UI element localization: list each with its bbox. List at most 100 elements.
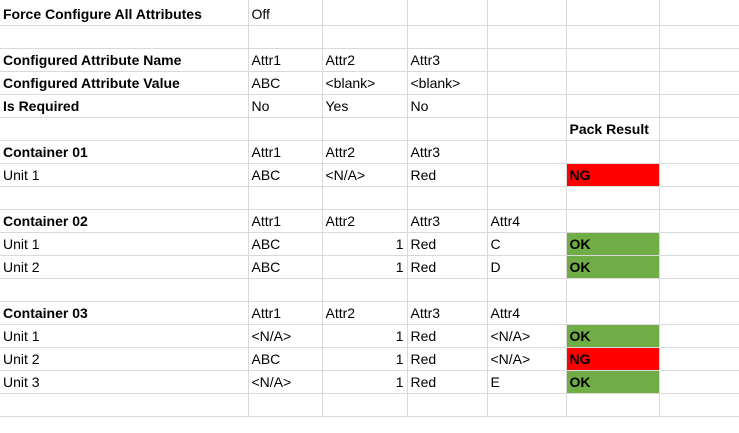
cell-empty[interactable]: [407, 117, 488, 141]
cell-unit-attr2[interactable]: 1: [322, 232, 408, 256]
cell-container-attr-header[interactable]: Attr1: [248, 209, 323, 233]
cell-unit-attr4[interactable]: E: [487, 370, 567, 394]
cell-empty[interactable]: [566, 301, 660, 325]
cell-unit-attr1[interactable]: <N/A>: [248, 370, 323, 394]
cell-empty[interactable]: [248, 393, 323, 417]
cell-configured-value-1[interactable]: ABC: [248, 71, 323, 95]
cell-empty[interactable]: [322, 393, 408, 417]
cell-unit-attr2[interactable]: 1: [322, 324, 408, 348]
cell-pack-result-ok[interactable]: OK: [566, 255, 660, 279]
cell-unit-attr2[interactable]: 1: [322, 370, 408, 394]
cell-force-configure-label[interactable]: Force Configure All Attributes: [0, 0, 249, 26]
cell-unit-attr1[interactable]: ABC: [248, 163, 323, 187]
cell-container-attr-header[interactable]: Attr1: [248, 140, 323, 164]
cell-unit-attr4[interactable]: [487, 163, 567, 187]
cell-configured-name-label[interactable]: Configured Attribute Name: [0, 48, 249, 72]
cell-pack-result-ok[interactable]: OK: [566, 324, 660, 348]
cell-empty[interactable]: [248, 117, 323, 141]
cell-empty[interactable]: [659, 140, 739, 164]
cell-container-attr-header[interactable]: Attr2: [322, 140, 408, 164]
cell-container-attr-header[interactable]: Attr3: [407, 301, 488, 325]
cell-empty[interactable]: [322, 278, 408, 302]
cell-empty[interactable]: [659, 209, 739, 233]
cell-unit-name[interactable]: Unit 3: [0, 370, 249, 394]
cell-unit-attr4[interactable]: <N/A>: [487, 324, 567, 348]
cell-empty[interactable]: [659, 48, 739, 72]
cell-container-attr-header[interactable]: Attr3: [407, 140, 488, 164]
cell-empty[interactable]: [659, 301, 739, 325]
cell-empty[interactable]: [659, 324, 739, 348]
cell-pack-result-ng[interactable]: NG: [566, 163, 660, 187]
cell-empty[interactable]: [487, 25, 567, 49]
cell-empty[interactable]: [659, 25, 739, 49]
cell-unit-name[interactable]: Unit 2: [0, 347, 249, 371]
cell-empty[interactable]: [322, 117, 408, 141]
cell-unit-name[interactable]: Unit 1: [0, 232, 249, 256]
cell-empty[interactable]: [407, 278, 488, 302]
cell-unit-attr3[interactable]: Red: [407, 255, 488, 279]
cell-configured-value-2[interactable]: <blank>: [322, 71, 408, 95]
cell-configured-name-2[interactable]: Attr2: [322, 48, 408, 72]
cell-unit-attr2[interactable]: 1: [322, 347, 408, 371]
cell-container-attr-header[interactable]: Attr2: [322, 301, 408, 325]
cell-empty[interactable]: [0, 25, 249, 49]
cell-empty[interactable]: [487, 278, 567, 302]
cell-container-attr-header[interactable]: Attr2: [322, 209, 408, 233]
cell-empty[interactable]: [407, 393, 488, 417]
cell-empty[interactable]: [566, 186, 660, 210]
cell-empty[interactable]: [322, 186, 408, 210]
cell-container-name[interactable]: Container 02: [0, 209, 249, 233]
cell-empty[interactable]: [407, 0, 488, 26]
cell-empty[interactable]: [487, 71, 567, 95]
cell-empty[interactable]: [322, 25, 408, 49]
cell-container-attr-header[interactable]: Attr4: [487, 209, 567, 233]
cell-unit-attr4[interactable]: <N/A>: [487, 347, 567, 371]
cell-empty[interactable]: [659, 370, 739, 394]
cell-empty[interactable]: [487, 117, 567, 141]
cell-empty[interactable]: [407, 186, 488, 210]
cell-is-required-3[interactable]: No: [407, 94, 488, 118]
cell-unit-attr3[interactable]: Red: [407, 232, 488, 256]
cell-empty[interactable]: [659, 117, 739, 141]
cell-empty[interactable]: [407, 25, 488, 49]
cell-empty[interactable]: [0, 186, 249, 210]
cell-empty[interactable]: [487, 393, 567, 417]
cell-unit-attr1[interactable]: ABC: [248, 347, 323, 371]
cell-configured-value-3[interactable]: <blank>: [407, 71, 488, 95]
cell-unit-attr1[interactable]: <N/A>: [248, 324, 323, 348]
cell-pack-result-header[interactable]: Pack Result: [566, 117, 660, 141]
cell-is-required-2[interactable]: Yes: [322, 94, 408, 118]
cell-empty[interactable]: [0, 278, 249, 302]
cell-unit-name[interactable]: Unit 1: [0, 163, 249, 187]
cell-unit-attr3[interactable]: Red: [407, 163, 488, 187]
cell-unit-attr2[interactable]: <N/A>: [322, 163, 408, 187]
cell-container-name[interactable]: Container 01: [0, 140, 249, 164]
cell-empty[interactable]: [659, 0, 739, 26]
cell-empty[interactable]: [659, 94, 739, 118]
cell-empty[interactable]: [0, 117, 249, 141]
cell-empty[interactable]: [487, 186, 567, 210]
cell-unit-attr2[interactable]: 1: [322, 255, 408, 279]
cell-container-attr-header[interactable]: Attr1: [248, 301, 323, 325]
cell-empty[interactable]: [248, 186, 323, 210]
cell-empty[interactable]: [566, 71, 660, 95]
cell-empty[interactable]: [0, 393, 249, 417]
cell-empty[interactable]: [659, 232, 739, 256]
cell-empty[interactable]: [659, 347, 739, 371]
cell-container-name[interactable]: Container 03: [0, 301, 249, 325]
cell-empty[interactable]: [248, 25, 323, 49]
cell-empty[interactable]: [487, 0, 567, 26]
cell-unit-name[interactable]: Unit 1: [0, 324, 249, 348]
cell-unit-attr4[interactable]: D: [487, 255, 567, 279]
cell-unit-name[interactable]: Unit 2: [0, 255, 249, 279]
cell-pack-result-ok[interactable]: OK: [566, 232, 660, 256]
cell-empty[interactable]: [322, 0, 408, 26]
cell-empty[interactable]: [566, 209, 660, 233]
cell-container-attr-header[interactable]: Attr4: [487, 301, 567, 325]
cell-empty[interactable]: [659, 163, 739, 187]
cell-unit-attr1[interactable]: ABC: [248, 232, 323, 256]
cell-empty[interactable]: [566, 25, 660, 49]
cell-empty[interactable]: [659, 278, 739, 302]
cell-empty[interactable]: [566, 94, 660, 118]
cell-empty[interactable]: [248, 278, 323, 302]
